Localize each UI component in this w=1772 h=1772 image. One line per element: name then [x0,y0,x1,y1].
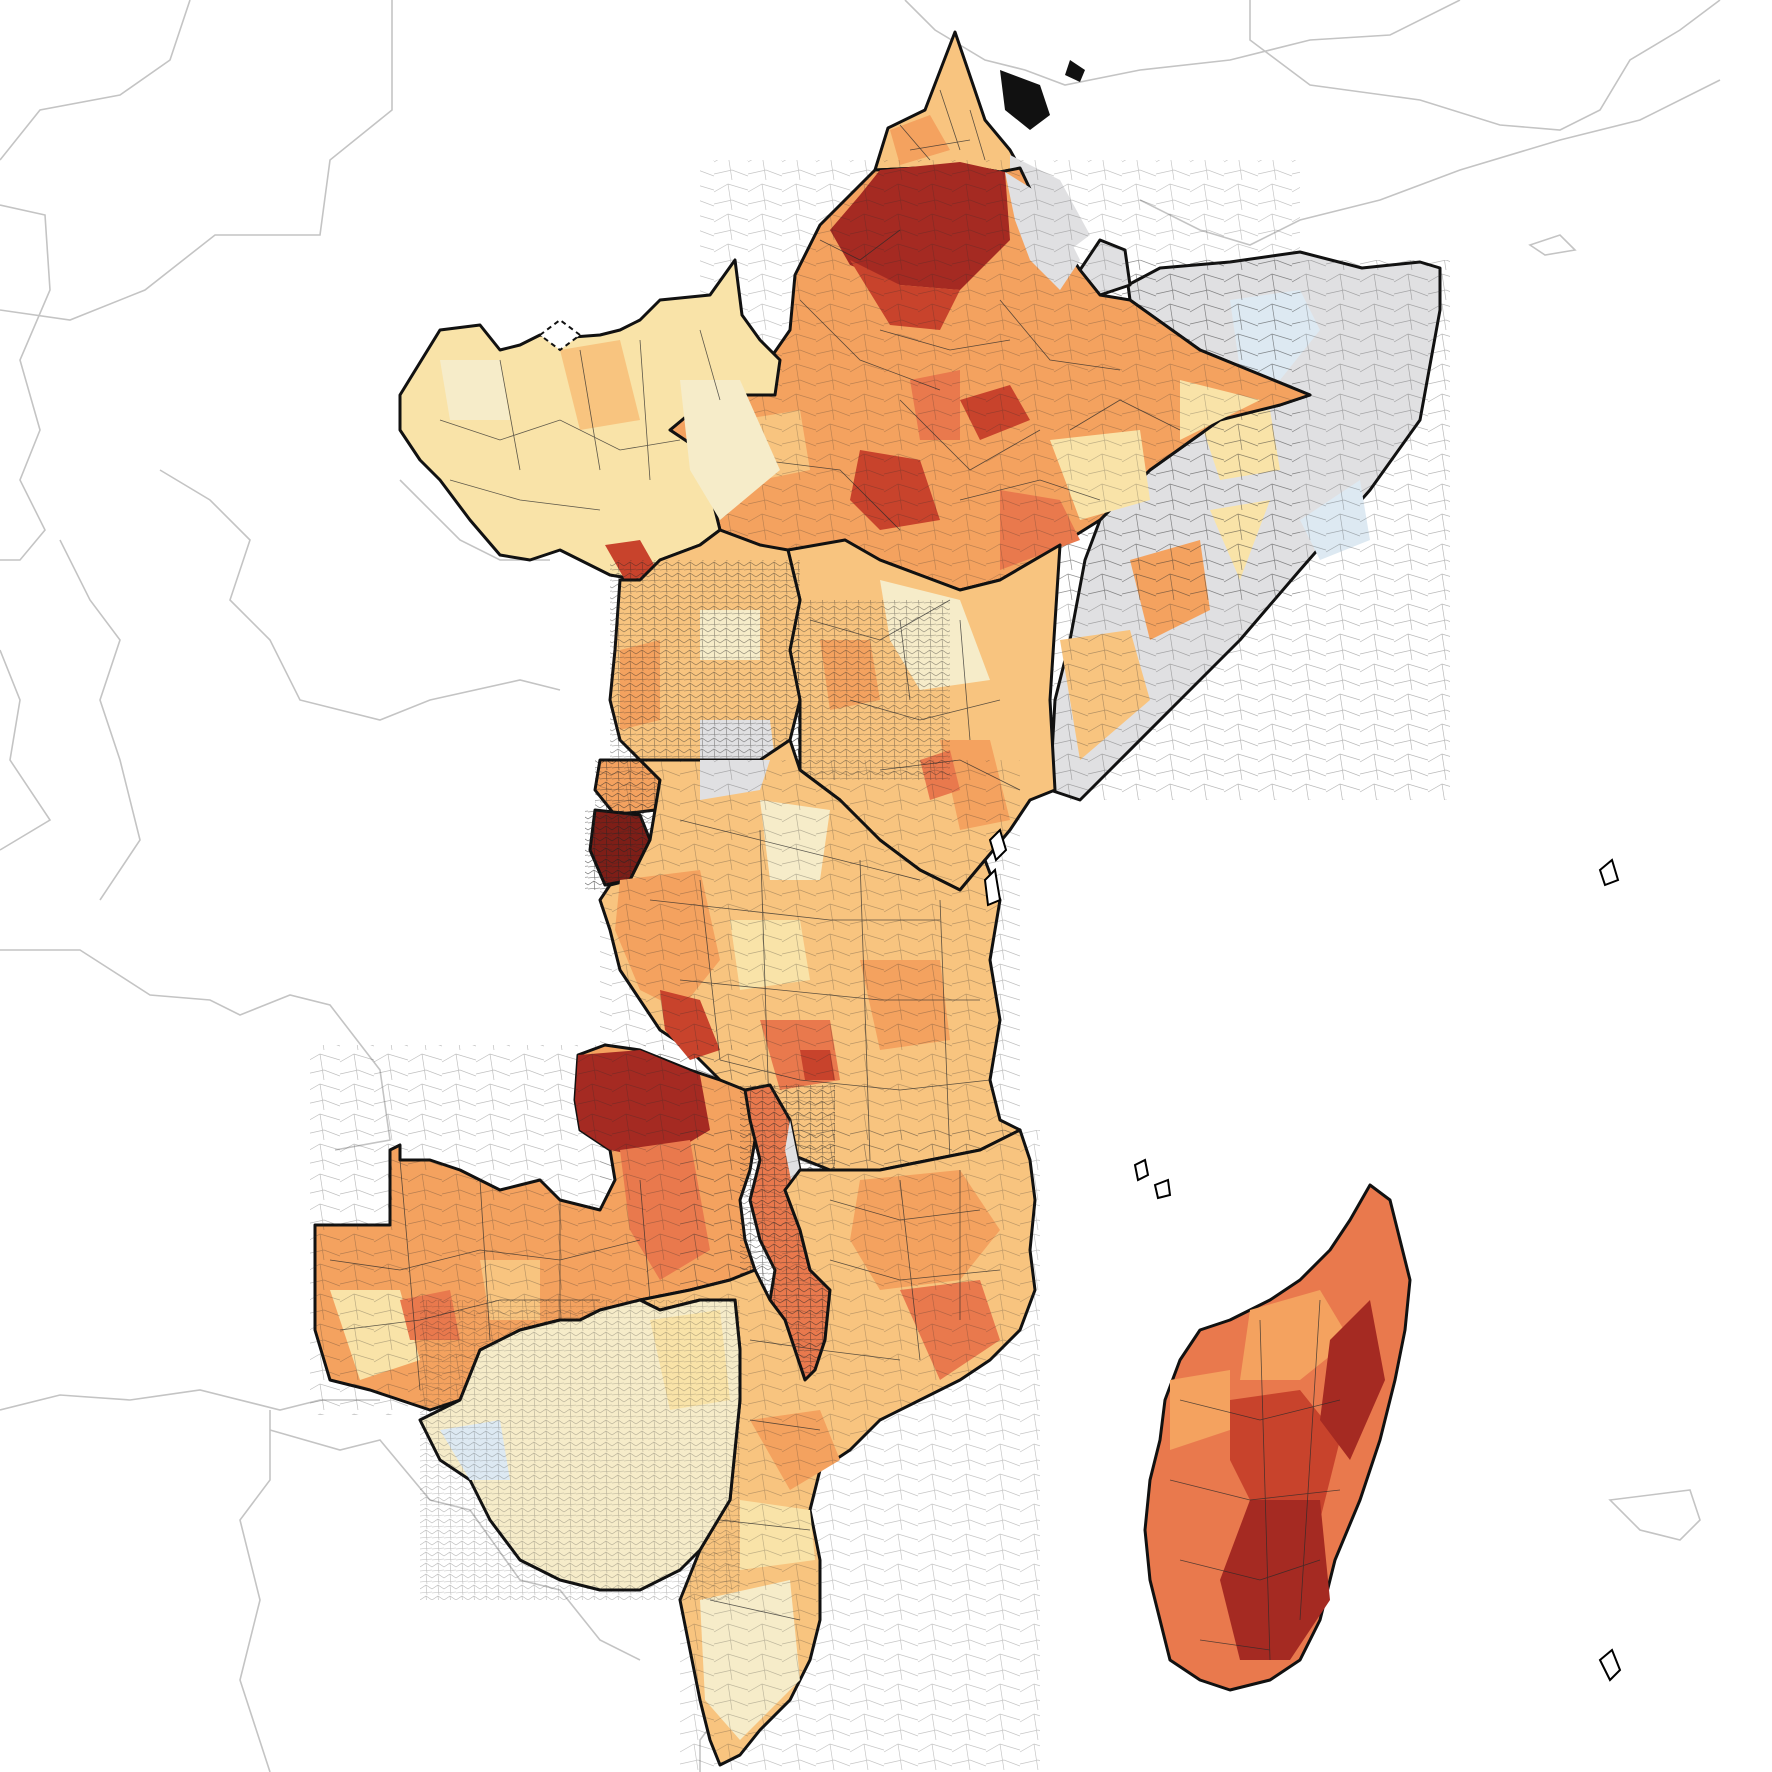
region-madagascar [1143,1183,1412,1692]
region-zimbabwe [418,1298,742,1600]
region-ethiopia [668,160,1312,600]
islands [983,60,1622,1682]
region-mozambique [638,1128,1040,1770]
region-uganda [608,528,802,762]
